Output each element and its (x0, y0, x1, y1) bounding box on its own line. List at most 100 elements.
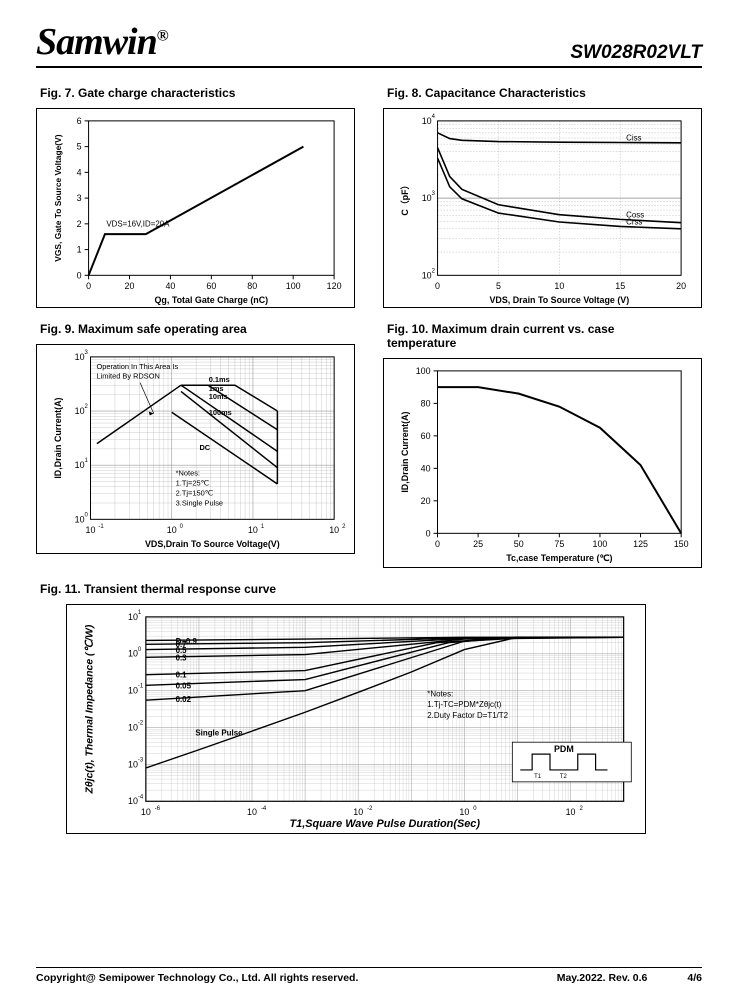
svg-text:0.1ms: 0.1ms (209, 375, 230, 384)
svg-text:125: 125 (633, 539, 648, 549)
svg-text:10: 10 (128, 649, 138, 659)
svg-text:15: 15 (615, 281, 625, 291)
svg-text:Crss: Crss (626, 217, 642, 226)
fig8-title: Fig. 8. Capacitance Characteristics (383, 86, 702, 100)
svg-text:100: 100 (593, 539, 608, 549)
svg-text:100: 100 (416, 366, 431, 376)
fig8-block: Fig. 8. Capacitance Characteristics 0 5 10… (383, 86, 702, 308)
svg-text:-1: -1 (138, 684, 144, 690)
svg-text:20: 20 (125, 281, 135, 291)
svg-text:150: 150 (674, 539, 689, 549)
svg-text:-2: -2 (138, 721, 143, 727)
svg-text:10: 10 (128, 722, 138, 732)
svg-text:DC: DC (199, 443, 210, 452)
svg-text:20: 20 (676, 281, 686, 291)
footer-date-rev: May.2022. Rev. 0.6 (557, 972, 648, 984)
svg-text:3: 3 (432, 191, 436, 197)
svg-text:2: 2 (432, 268, 435, 274)
svg-text:Zθjc(t), Thermal Impedance (℃/: Zθjc(t), Thermal Impedance (℃/W) (84, 624, 95, 794)
svg-text:0: 0 (435, 281, 440, 291)
svg-text:10: 10 (353, 807, 363, 817)
svg-text:0: 0 (426, 528, 431, 538)
svg-text:0: 0 (473, 806, 477, 812)
part-number: SW028R02VLT (570, 42, 702, 64)
svg-text:100ms: 100ms (209, 408, 232, 417)
fig7-chart: 0204060801001200123456Qg, Total Gate Cha… (36, 108, 355, 308)
fig9-chart: 10-11001011021001011021030.1ms1ms10ms100… (36, 344, 355, 554)
svg-text:80: 80 (247, 281, 257, 291)
svg-text:VDS=16V,ID=20A: VDS=16V,ID=20A (106, 219, 170, 228)
svg-text:2: 2 (85, 404, 88, 410)
charts-grid: Fig. 7. Gate charge characteristics 0204… (36, 86, 702, 834)
svg-text:10: 10 (141, 807, 151, 817)
svg-text:2: 2 (342, 524, 345, 530)
svg-text:T1,Square Wave Pulse Duration(: T1,Square Wave Pulse Duration(Sec) (290, 818, 481, 830)
svg-text:75: 75 (554, 539, 564, 549)
svg-text:-4: -4 (261, 806, 267, 812)
svg-text:-6: -6 (155, 806, 161, 812)
svg-text:Operation In This Area Is: Operation In This Area Is (96, 362, 178, 371)
svg-text:3: 3 (77, 193, 82, 203)
svg-text:0.02: 0.02 (176, 695, 192, 704)
svg-text:10: 10 (75, 514, 85, 524)
svg-text:40: 40 (165, 281, 175, 291)
fig9-title: Fig. 9. Maximum safe operating area (36, 322, 355, 336)
svg-text:10: 10 (554, 281, 564, 291)
svg-text:0.3: 0.3 (176, 653, 188, 662)
logo-symbol: ® (157, 27, 168, 44)
svg-text:1: 1 (77, 245, 82, 255)
svg-text:10: 10 (75, 406, 85, 416)
svg-text:10: 10 (128, 686, 138, 696)
header: Samwin® SW028R02VLT (36, 20, 702, 68)
footer-page: 4/6 (687, 972, 702, 984)
svg-text:10ms: 10ms (209, 392, 228, 401)
svg-text:2: 2 (77, 219, 82, 229)
svg-text:2.Duty Factor D=T1/T2: 2.Duty Factor D=T1/T2 (427, 711, 508, 720)
fig11-title: Fig. 11. Transient thermal response curv… (36, 582, 702, 596)
svg-text:50: 50 (514, 539, 524, 549)
fig11-chart: 10-610-410-210010210-410-310-210-1100101… (66, 604, 646, 834)
svg-text:2.Tj=150℃: 2.Tj=150℃ (176, 489, 213, 498)
fig7-title: Fig. 7. Gate charge characteristics (36, 86, 355, 100)
svg-text:80: 80 (421, 398, 431, 408)
fig8-chart: 05101520102103104CissCossCrssVDS, Drain … (383, 108, 702, 308)
svg-text:4: 4 (432, 114, 436, 120)
svg-text:100: 100 (286, 281, 301, 291)
svg-text:10: 10 (459, 807, 469, 817)
svg-text:Limited By RDSON: Limited By RDSON (96, 372, 159, 381)
svg-text:Single Pulse: Single Pulse (195, 729, 243, 738)
svg-text:1.Tj=25℃: 1.Tj=25℃ (176, 479, 209, 488)
svg-text:10: 10 (248, 525, 258, 535)
svg-text:25: 25 (473, 539, 483, 549)
svg-text:1: 1 (85, 458, 89, 464)
svg-text:Tc,case Temperature (℃): Tc,case Temperature (℃) (506, 553, 612, 563)
svg-text:ID,Drain Current(A): ID,Drain Current(A) (53, 398, 63, 479)
svg-text:10: 10 (75, 352, 85, 362)
svg-text:0: 0 (77, 270, 82, 280)
svg-text:5: 5 (77, 142, 82, 152)
svg-text:1: 1 (261, 524, 265, 530)
svg-text:T2: T2 (560, 774, 567, 780)
svg-text:*Notes:: *Notes: (176, 469, 200, 478)
svg-text:10: 10 (422, 270, 432, 280)
svg-text:10: 10 (128, 759, 138, 769)
svg-text:20: 20 (421, 496, 431, 506)
svg-text:3: 3 (85, 350, 89, 356)
svg-text:VGS, Gate To Source Voltage(V: VGS, Gate To Source Voltage(V) (53, 134, 63, 261)
fig11-block: Fig. 11. Transient thermal response curv… (36, 582, 702, 834)
svg-text:-2: -2 (367, 806, 372, 812)
svg-text:10: 10 (247, 807, 257, 817)
svg-text:120: 120 (327, 281, 342, 291)
svg-text:0: 0 (180, 524, 184, 530)
svg-text:PDM: PDM (554, 744, 574, 754)
svg-text:0: 0 (435, 539, 440, 549)
svg-text:5: 5 (496, 281, 501, 291)
svg-text:60: 60 (421, 431, 431, 441)
logo-text: Samwin (36, 21, 157, 63)
logo: Samwin® (36, 20, 168, 64)
svg-text:10: 10 (329, 525, 339, 535)
svg-text:1: 1 (138, 610, 142, 616)
svg-text:6: 6 (77, 116, 82, 126)
svg-text:4: 4 (77, 167, 82, 177)
fig7-block: Fig. 7. Gate charge characteristics 0 20 4… (36, 86, 355, 308)
